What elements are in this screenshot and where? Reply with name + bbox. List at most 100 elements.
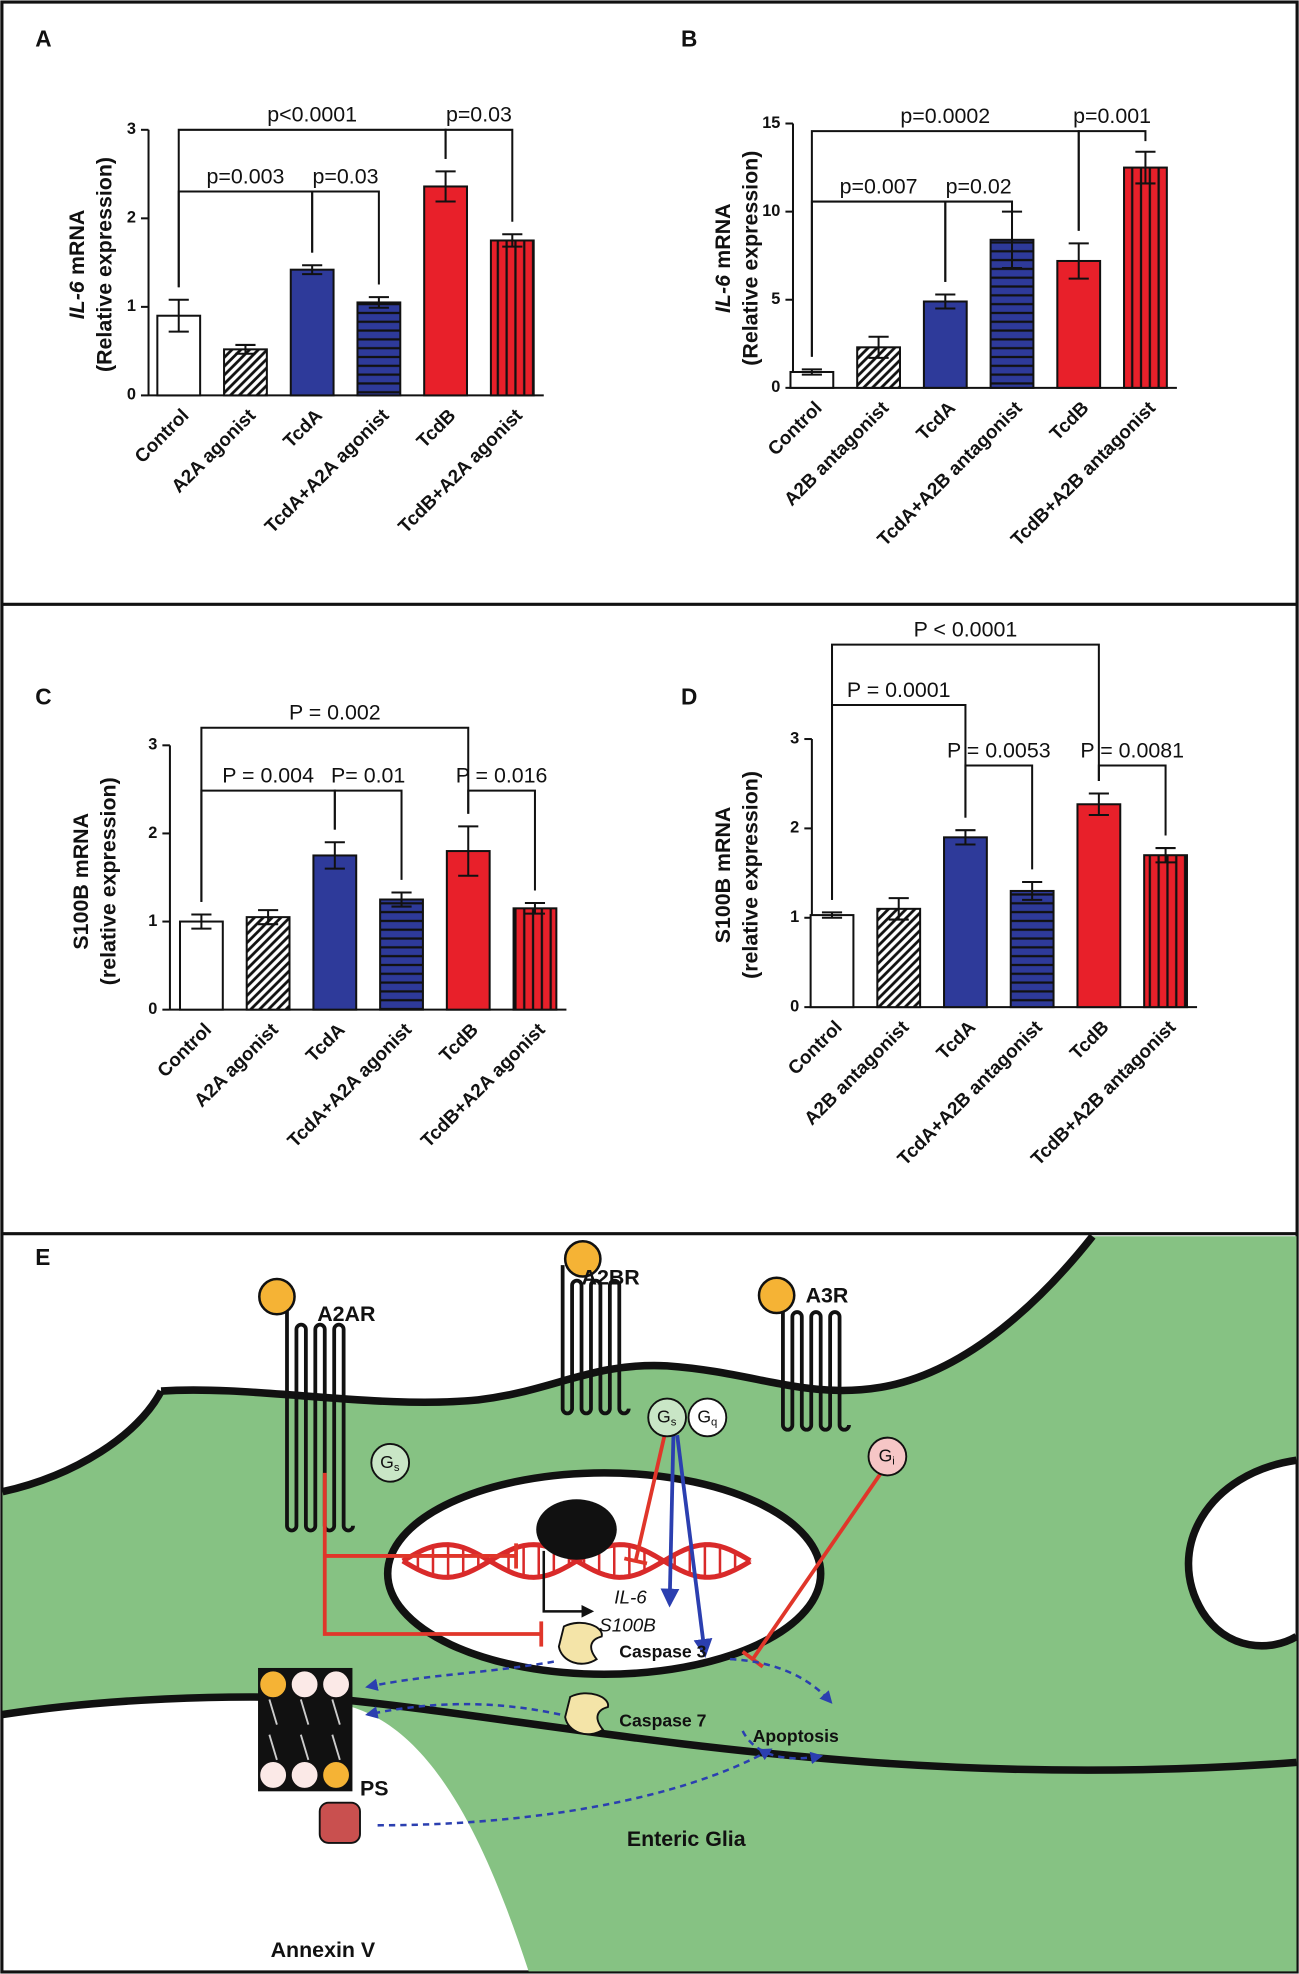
g-protein bbox=[867, 1436, 908, 1477]
y-axis-label-part: (Relative expression) bbox=[738, 151, 762, 366]
chart: B IL-6 mRNA (Relative expression) 0 5 10 15 Cont… bbox=[681, 25, 1177, 551]
lipid-head bbox=[321, 1669, 351, 1700]
annexin-label: Annexin V bbox=[271, 1938, 376, 1962]
receptor-label: A3R bbox=[806, 1283, 849, 1307]
ligand bbox=[757, 1276, 796, 1315]
error-bar bbox=[368, 296, 389, 309]
y-axis-label-part: IL-6 bbox=[710, 275, 734, 313]
lipid-tail bbox=[268, 1699, 278, 1725]
flow bbox=[377, 1748, 773, 1827]
chart: D S100B mRNA (relative expression) 0 1 2 3 Cont… bbox=[681, 617, 1198, 1170]
bar bbox=[1056, 259, 1102, 389]
y-tick-label: 2 bbox=[127, 209, 136, 227]
y-axis-label: (relative expression) bbox=[738, 771, 762, 979]
y-axis-label-part: S100B mRNA bbox=[710, 807, 734, 944]
error-bar bbox=[935, 293, 956, 310]
lipid-head bbox=[289, 1669, 320, 1700]
x-tick-label: TcdA bbox=[280, 405, 327, 452]
significance-label: p=0.03 bbox=[446, 103, 512, 127]
y-tick-label: 3 bbox=[127, 120, 136, 138]
x-tick-label: TcdB+A2A agonist bbox=[417, 1019, 550, 1152]
x-tick-label: TcdB bbox=[1046, 398, 1093, 445]
receptor-label: A2AR bbox=[317, 1302, 375, 1326]
lipid-tail bbox=[268, 1734, 278, 1761]
chart: A IL-6 mRNA (Relative expression) 0 1 2 3 Contro… bbox=[35, 25, 544, 538]
error-bar bbox=[1068, 242, 1089, 280]
significance-label: P = 0.0053 bbox=[947, 738, 1051, 762]
g-protein-label: Gq bbox=[697, 1406, 717, 1428]
error-bar bbox=[324, 841, 345, 870]
transcription-arrow bbox=[542, 1550, 595, 1618]
bar bbox=[943, 836, 988, 1009]
y-tick-label: 15 bbox=[762, 114, 780, 132]
g-protein-label: Gs bbox=[657, 1406, 677, 1428]
y-axis-label-part: S100B mRNA bbox=[68, 813, 92, 950]
bar bbox=[1143, 854, 1188, 1009]
error-bar bbox=[888, 897, 909, 921]
x-tick-label: Control bbox=[784, 1017, 846, 1079]
x-tick-label: TcdA+A2A agonist bbox=[284, 1019, 417, 1152]
x-tick-label: TcdA+A2A agonist bbox=[261, 405, 394, 538]
bar bbox=[178, 920, 224, 1011]
significance-label: P = 0.0001 bbox=[847, 678, 951, 702]
caspase-icon bbox=[557, 1621, 603, 1665]
y-tick-label: 3 bbox=[790, 729, 799, 747]
y-axis-label: IL-6 mRNA bbox=[710, 203, 734, 313]
lipid-tail bbox=[299, 1734, 310, 1761]
error-bar bbox=[502, 233, 523, 248]
error-bar bbox=[1155, 847, 1176, 864]
ligand bbox=[563, 1240, 602, 1278]
significance-bracket bbox=[467, 789, 536, 891]
x-tick-label: TcdA bbox=[933, 1017, 980, 1064]
y-tick-label: 0 bbox=[771, 378, 780, 396]
bar bbox=[1076, 803, 1122, 1009]
y-tick-label: 0 bbox=[127, 386, 136, 404]
y-tick-label: 1 bbox=[148, 912, 157, 930]
y-axis-label-part: (relative expression) bbox=[738, 771, 762, 979]
error-bar bbox=[868, 335, 889, 359]
y-axis-label-part: mRNA bbox=[65, 210, 89, 275]
significance-label: p=0.02 bbox=[946, 174, 1012, 198]
y-axis-label-part: (Relative expression) bbox=[92, 157, 116, 372]
significance-bracket bbox=[1097, 764, 1167, 836]
gene-label: IL-6 bbox=[614, 1588, 647, 1609]
significance-bracket bbox=[831, 704, 967, 900]
panel-label: B bbox=[681, 25, 697, 51]
y-axis-label: IL-6 mRNA bbox=[65, 210, 89, 320]
significance-bracket bbox=[964, 764, 1034, 870]
significance-label: p=0.003 bbox=[207, 164, 285, 188]
inhibition-bar bbox=[741, 1650, 764, 1669]
bar bbox=[423, 185, 468, 397]
error-bar bbox=[458, 825, 479, 877]
receptors bbox=[285, 1265, 851, 1533]
lipid-tail bbox=[299, 1699, 310, 1725]
y-tick-label: 2 bbox=[790, 819, 799, 837]
lipid-head bbox=[289, 1760, 320, 1790]
significance-label: p=0.001 bbox=[1073, 104, 1151, 128]
ligand bbox=[258, 1277, 296, 1316]
error-bar bbox=[168, 298, 189, 333]
lipid-tail bbox=[331, 1734, 341, 1761]
y-axis-label-part: IL-6 bbox=[65, 281, 89, 319]
y-axis-label: S100B mRNA bbox=[68, 813, 92, 950]
bar bbox=[489, 239, 535, 397]
caspase-label: Caspase 3 bbox=[619, 1642, 706, 1662]
significance-label: p=0.007 bbox=[840, 174, 918, 198]
significance-label: p<0.0001 bbox=[267, 103, 357, 127]
x-tick-label: TcdB bbox=[1066, 1017, 1113, 1064]
membrane bbox=[160, 1233, 1096, 1407]
annexin-v bbox=[318, 1801, 361, 1844]
y-tick-label: 2 bbox=[148, 824, 157, 842]
y-tick-label: 1 bbox=[127, 297, 136, 315]
cell-label: Enteric Glia bbox=[627, 1827, 747, 1851]
significance-bracket bbox=[944, 200, 1014, 282]
significance-bracket bbox=[311, 190, 380, 285]
significance-label: P = 0.002 bbox=[289, 701, 381, 725]
x-tick-label: TcdA bbox=[913, 397, 960, 444]
flow bbox=[729, 1657, 833, 1704]
ps-label: PS bbox=[360, 1777, 389, 1801]
significance-label: P = 0.0081 bbox=[1080, 738, 1184, 762]
caspase-label: Caspase 7 bbox=[619, 1711, 706, 1731]
bar bbox=[876, 907, 922, 1009]
